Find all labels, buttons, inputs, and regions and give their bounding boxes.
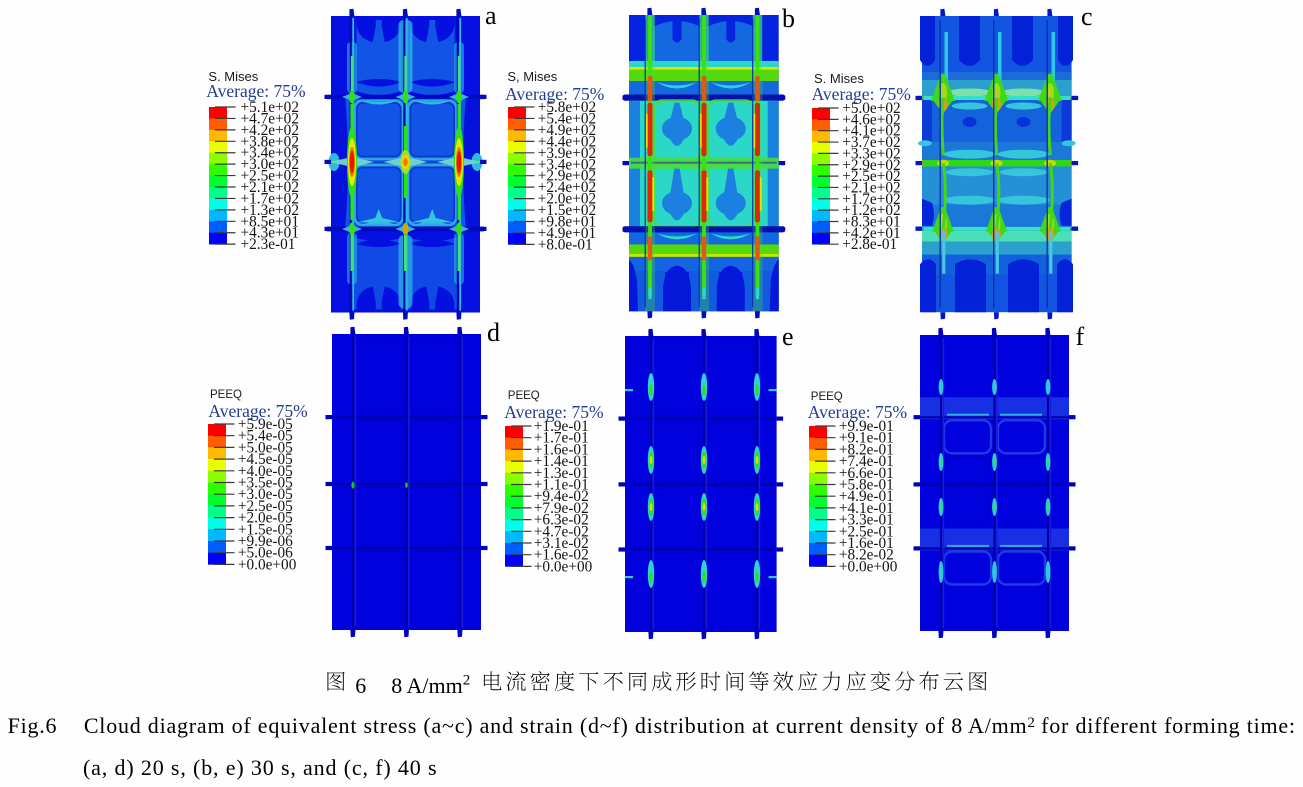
svg-text:+1.4e-01: +1.4e-01 bbox=[534, 453, 589, 470]
svg-text:+2.0e+02: +2.0e+02 bbox=[537, 190, 595, 207]
svg-text:+5.1e+02: +5.1e+02 bbox=[240, 99, 298, 116]
svg-text:+1.7e-01: +1.7e-01 bbox=[534, 429, 589, 446]
svg-text:+3.7e+02: +3.7e+02 bbox=[842, 134, 900, 151]
svg-text:+1.9e-01: +1.9e-01 bbox=[534, 418, 589, 435]
svg-text:+4.9e-01: +4.9e-01 bbox=[838, 488, 893, 505]
svg-text:+5.0e-06: +5.0e-06 bbox=[238, 544, 293, 561]
svg-text:+4.7e+02: +4.7e+02 bbox=[240, 110, 298, 127]
svg-text:+4.6e+02: +4.6e+02 bbox=[842, 111, 900, 128]
svg-text:+9.8e+01: +9.8e+01 bbox=[537, 213, 595, 230]
svg-text:+5.0e+02: +5.0e+02 bbox=[842, 100, 900, 117]
svg-text:+1.2e+02: +1.2e+02 bbox=[842, 202, 900, 219]
svg-text:+5.9e-05: +5.9e-05 bbox=[238, 416, 293, 433]
svg-text:+3.4e+02: +3.4e+02 bbox=[537, 156, 595, 173]
svg-text:+2.0e-05: +2.0e-05 bbox=[238, 509, 293, 526]
svg-text:+1.7e+02: +1.7e+02 bbox=[240, 190, 298, 207]
svg-text:+2.9e+02: +2.9e+02 bbox=[537, 167, 595, 184]
svg-text:+2.1e+02: +2.1e+02 bbox=[240, 179, 298, 196]
svg-text:+8.3e+01: +8.3e+01 bbox=[842, 214, 900, 231]
svg-text:+4.2e+02: +4.2e+02 bbox=[240, 122, 298, 139]
svg-text:+2.5e-05: +2.5e-05 bbox=[238, 497, 293, 514]
svg-text:+4.5e-05: +4.5e-05 bbox=[238, 451, 293, 468]
svg-text:+2.5e-01: +2.5e-01 bbox=[838, 523, 893, 540]
svg-text:+1.6e-01: +1.6e-01 bbox=[838, 535, 893, 552]
svg-text:+4.9e+02: +4.9e+02 bbox=[537, 121, 595, 138]
svg-text:+2.1e+02: +2.1e+02 bbox=[842, 179, 900, 196]
svg-text:+3.1e-02: +3.1e-02 bbox=[534, 535, 589, 552]
svg-text:+1.3e+02: +1.3e+02 bbox=[240, 202, 298, 219]
svg-text:+2.3e-01: +2.3e-01 bbox=[240, 236, 295, 253]
svg-text:+8.2e-02: +8.2e-02 bbox=[838, 546, 893, 563]
svg-text:+8.5e+01: +8.5e+01 bbox=[240, 213, 298, 230]
svg-text:+4.0e-05: +4.0e-05 bbox=[238, 462, 293, 479]
svg-text:2: 2 bbox=[463, 673, 471, 689]
svg-text:+2.5e+02: +2.5e+02 bbox=[842, 168, 900, 185]
svg-text:+8.2e-01: +8.2e-01 bbox=[838, 441, 893, 458]
svg-text:+0.0e+00: +0.0e+00 bbox=[534, 558, 593, 575]
svg-text:+3.3e-01: +3.3e-01 bbox=[838, 511, 893, 528]
svg-text:+3.9e+02: +3.9e+02 bbox=[537, 144, 595, 161]
svg-text:+3.3e+02: +3.3e+02 bbox=[842, 145, 900, 162]
svg-text:+4.2e+01: +4.2e+01 bbox=[842, 225, 900, 242]
svg-text:+2.8e-01: +2.8e-01 bbox=[842, 236, 897, 253]
svg-text:+1.5e+02: +1.5e+02 bbox=[537, 202, 595, 219]
svg-text:+5.4e-05: +5.4e-05 bbox=[238, 427, 293, 444]
svg-text:+4.1e-01: +4.1e-01 bbox=[838, 499, 893, 516]
svg-text:+8.0e-01: +8.0e-01 bbox=[537, 236, 592, 253]
svg-text:+1.3e-01: +1.3e-01 bbox=[534, 464, 589, 481]
svg-text:+3.0e+02: +3.0e+02 bbox=[240, 156, 298, 173]
svg-text:+2.9e+02: +2.9e+02 bbox=[842, 157, 900, 174]
svg-text:+3.8e+02: +3.8e+02 bbox=[240, 133, 298, 150]
svg-text:+3.4e+02: +3.4e+02 bbox=[240, 145, 298, 162]
svg-text:+5.0e-05: +5.0e-05 bbox=[238, 439, 293, 456]
svg-text:6: 6 bbox=[355, 673, 366, 698]
svg-text:+9.9e-06: +9.9e-06 bbox=[238, 533, 293, 550]
svg-text:+0.0e+00: +0.0e+00 bbox=[238, 556, 297, 573]
svg-text:+7.4e-01: +7.4e-01 bbox=[838, 453, 893, 470]
svg-text:+5.8e+02: +5.8e+02 bbox=[537, 99, 595, 116]
svg-text:+1.6e-01: +1.6e-01 bbox=[534, 441, 589, 458]
svg-text:+2.4e+02: +2.4e+02 bbox=[537, 179, 595, 196]
svg-text:+4.9e+01: +4.9e+01 bbox=[537, 225, 595, 242]
svg-text:8 A/mm: 8 A/mm bbox=[391, 673, 463, 698]
svg-text:+6.6e-01: +6.6e-01 bbox=[838, 464, 893, 481]
svg-text:+9.9e-01: +9.9e-01 bbox=[838, 418, 893, 435]
svg-text:+4.1e+02: +4.1e+02 bbox=[842, 123, 900, 140]
svg-text:+4.3e+01: +4.3e+01 bbox=[240, 225, 298, 242]
svg-text:+1.6e-02: +1.6e-02 bbox=[534, 546, 589, 563]
svg-text:+6.3e-02: +6.3e-02 bbox=[534, 511, 589, 528]
svg-text:+7.9e-02: +7.9e-02 bbox=[534, 499, 589, 516]
svg-text:+4.4e+02: +4.4e+02 bbox=[537, 133, 595, 150]
svg-text:+3.5e-05: +3.5e-05 bbox=[238, 474, 293, 491]
svg-text:+1.5e-05: +1.5e-05 bbox=[238, 521, 293, 538]
svg-text:+9.4e-02: +9.4e-02 bbox=[534, 488, 589, 505]
svg-text:+3.0e-05: +3.0e-05 bbox=[238, 486, 293, 503]
svg-text:+0.0e+00: +0.0e+00 bbox=[838, 558, 897, 575]
svg-text:+5.4e+02: +5.4e+02 bbox=[537, 110, 595, 127]
svg-text:+4.7e-02: +4.7e-02 bbox=[534, 523, 589, 540]
svg-text:+9.1e-01: +9.1e-01 bbox=[838, 429, 893, 446]
svg-text:+1.1e-01: +1.1e-01 bbox=[534, 476, 589, 493]
svg-text:+1.7e+02: +1.7e+02 bbox=[842, 191, 900, 208]
svg-text:+5.8e-01: +5.8e-01 bbox=[838, 476, 893, 493]
svg-text:+2.5e+02: +2.5e+02 bbox=[240, 167, 298, 184]
